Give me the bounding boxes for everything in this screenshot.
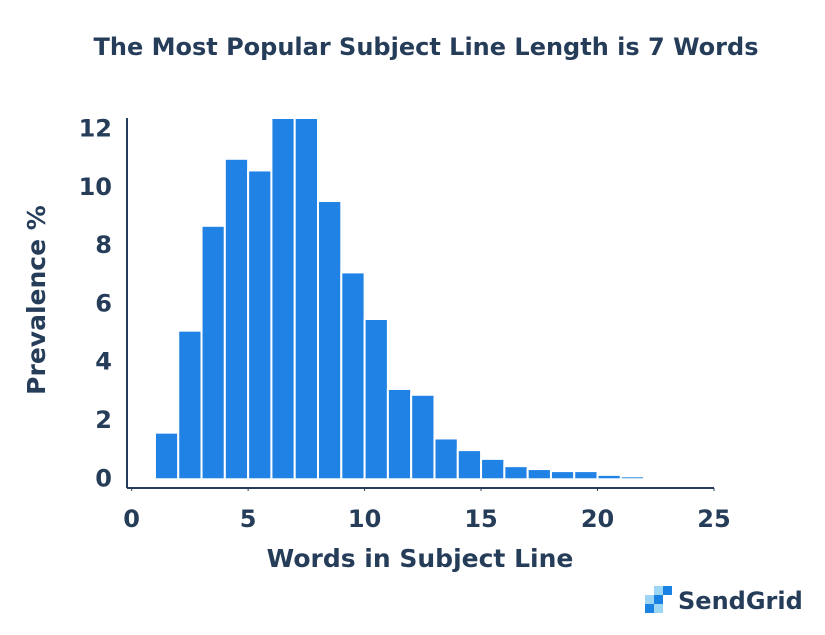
bar (177, 329, 203, 481)
y-tick-label: 4 (95, 348, 112, 376)
bar (503, 465, 529, 481)
bar (456, 449, 483, 481)
x-tick-label: 0 (123, 505, 140, 533)
y-tick-label: 12 (79, 115, 112, 143)
x-tick-label: 20 (581, 505, 614, 533)
y-tick-label: 2 (95, 406, 112, 434)
chart-title: The Most Popular Subject Line Length is … (94, 33, 759, 61)
logo-text: SendGrid (678, 587, 803, 615)
y-tick-label: 8 (95, 231, 112, 259)
bar (270, 117, 296, 481)
bar (247, 169, 273, 481)
bar (200, 224, 226, 481)
x-axis-label: Words in Subject Line (267, 544, 574, 573)
bar (386, 387, 413, 481)
y-tick-label: 6 (95, 289, 112, 317)
bar (363, 318, 389, 481)
bar (130, 476, 156, 481)
bar (340, 271, 366, 481)
x-tick-label: 15 (464, 505, 497, 533)
bar (666, 477, 692, 481)
bar (689, 477, 716, 482)
bar (619, 475, 646, 481)
bar (153, 431, 180, 481)
bar (596, 473, 622, 481)
bar (549, 470, 576, 481)
x-tick-label: 25 (697, 505, 730, 533)
bar (317, 200, 343, 481)
bar (433, 437, 459, 481)
y-tick-label: 10 (79, 173, 112, 201)
bar (480, 457, 506, 481)
bar (526, 468, 552, 481)
y-tick-label: 0 (95, 464, 112, 492)
bar (573, 470, 599, 481)
x-tick-label: 5 (240, 505, 257, 533)
bar (410, 393, 436, 481)
bar (293, 117, 320, 481)
x-tick-label: 10 (348, 505, 381, 533)
y-axis-label: Prevalence % (22, 205, 51, 395)
logo-icon (645, 586, 672, 613)
bar (223, 157, 250, 481)
bar (643, 476, 669, 481)
